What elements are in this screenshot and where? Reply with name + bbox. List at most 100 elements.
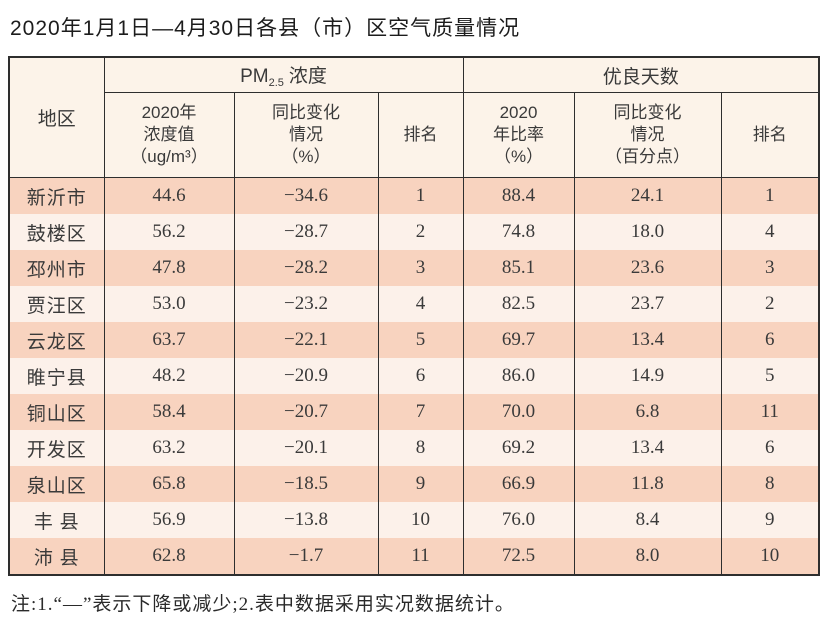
cell-good-change: 13.4 [573,430,722,466]
table-row: 丰 县 56.9 −13.8 10 76.0 8.4 9 [8,502,820,538]
page-title: 2020年1月1日—4月30日各县（市）区空气质量情况 [10,17,521,40]
cell-good-rank: 3 [720,250,820,286]
cell-good-ratio: 86.0 [462,358,575,394]
cell-pm-value: 63.2 [103,430,235,466]
cell-good-ratio: 66.9 [462,466,575,502]
cell-pm-value: 53.0 [103,286,235,322]
cell-good-change: 24.1 [573,177,722,214]
cell-good-rank: 2 [720,286,820,322]
cell-good-ratio: 82.5 [462,286,575,322]
cell-pm-rank: 8 [377,430,464,466]
cell-good-ratio: 72.5 [462,538,575,575]
cell-region: 睢宁县 [8,358,105,394]
cell-good-change: 11.8 [573,466,722,502]
cell-good-rank: 9 [720,502,820,538]
cell-pm-value: 56.9 [103,502,235,538]
header-region: 地区 [8,57,105,178]
cell-pm-rank: 11 [377,538,464,575]
cell-good-change: 8.4 [573,502,722,538]
pm-subscript: 2.5 [268,77,284,89]
cell-pm-change: −20.7 [233,394,379,430]
table-row: 开发区 63.2 −20.1 8 69.2 13.4 6 [8,430,820,466]
cell-good-rank: 11 [720,394,820,430]
cell-pm-rank: 4 [377,286,464,322]
cell-pm-rank: 7 [377,394,464,430]
cell-pm-change: −13.8 [233,502,379,538]
cell-pm-value: 58.4 [103,394,235,430]
table-row: 新沂市 44.6 −34.6 1 88.4 24.1 1 [8,177,820,214]
cell-pm-change: −28.2 [233,250,379,286]
table-row: 沛 县 62.8 −1.7 11 72.5 8.0 10 [8,538,820,575]
header-pm-change: 同比变化 情况 （%） [233,92,379,178]
cell-pm-value: 47.8 [103,250,235,286]
cell-good-rank: 10 [720,538,820,575]
cell-pm-value: 62.8 [103,538,235,575]
table-row: 泉山区 65.8 −18.5 9 66.9 11.8 8 [8,466,820,502]
header-group-row: 地区 PM2.5 浓度 优良天数 [8,57,820,178]
table-row: 睢宁县 48.2 −20.9 6 86.0 14.9 5 [8,358,820,394]
cell-good-rank: 5 [720,358,820,394]
cell-good-change: 18.0 [573,214,722,250]
cell-pm-change: −28.7 [233,214,379,250]
cell-pm-change: −23.2 [233,286,379,322]
cell-pm-rank: 1 [377,177,464,214]
cell-pm-value: 63.7 [103,322,235,358]
cell-pm-rank: 5 [377,322,464,358]
table-row: 贾汪区 53.0 −23.2 4 82.5 23.7 2 [8,286,820,322]
header-good-change: 同比变化 情况 （百分点） [573,92,722,178]
cell-good-rank: 4 [720,214,820,250]
table-row: 鼓楼区 56.2 −28.7 2 74.8 18.0 4 [8,214,820,250]
cell-region: 云龙区 [8,322,105,358]
cell-pm-change: −34.6 [233,177,379,214]
cell-pm-change: −1.7 [233,538,379,575]
pm-label: 浓度 [288,66,327,87]
cell-pm-change: −20.1 [233,430,379,466]
header-good-rank: 排名 [720,92,820,178]
cell-region: 铜山区 [8,394,105,430]
cell-good-ratio: 70.0 [462,394,575,430]
cell-region: 丰 县 [8,502,105,538]
air-quality-table: 地区 PM2.5 浓度 优良天数 2020年 浓度值 （ug/m³） 同比变化 情… [8,56,821,576]
cell-pm-value: 65.8 [103,466,235,502]
cell-pm-value: 44.6 [103,177,235,214]
cell-good-rank: 1 [720,177,820,214]
cell-pm-rank: 3 [377,250,464,286]
cell-region: 邳州市 [8,250,105,286]
header-pm-value: 2020年 浓度值 （ug/m³） [103,92,235,178]
cell-good-change: 23.6 [573,250,722,286]
header-sub-row: 2020年 浓度值 （ug/m³） 同比变化 情况 （%） 排名 2020 年比… [9,92,820,178]
cell-good-change: 8.0 [573,538,722,575]
cell-pm-change: −18.5 [233,466,379,502]
cell-good-ratio: 69.2 [462,430,575,466]
cell-good-change: 6.8 [573,394,722,430]
header-pm-rank: 排名 [377,92,464,178]
cell-pm-rank: 6 [377,358,464,394]
cell-good-rank: 6 [720,322,820,358]
cell-region: 贾汪区 [8,286,105,322]
cell-good-change: 14.9 [573,358,722,394]
cell-region: 开发区 [8,430,105,466]
cell-good-rank: 8 [720,466,820,502]
cell-pm-value: 48.2 [103,358,235,394]
cell-pm-change: −20.9 [233,358,379,394]
cell-region: 泉山区 [8,466,105,502]
table-row: 云龙区 63.7 −22.1 5 69.7 13.4 6 [8,322,820,358]
cell-region: 沛 县 [8,538,105,575]
cell-good-rank: 6 [720,430,820,466]
cell-good-ratio: 85.1 [462,250,575,286]
footnote: 注:1.“—”表示下降或减少;2.表中数据采用实况数据统计。 [11,594,515,615]
table-row: 铜山区 58.4 −20.7 7 70.0 6.8 11 [8,394,820,430]
cell-pm-rank: 2 [377,214,464,250]
header-good-days-group: 优良天数 [462,57,820,93]
cell-region: 鼓楼区 [8,214,105,250]
pm-prefix: PM [240,66,269,87]
cell-good-change: 13.4 [573,322,722,358]
header-pm-group: PM2.5 浓度 [103,57,464,93]
cell-region: 新沂市 [8,177,105,214]
cell-good-ratio: 88.4 [462,177,575,214]
cell-good-change: 23.7 [573,286,722,322]
cell-pm-rank: 9 [377,466,464,502]
cell-good-ratio: 76.0 [462,502,575,538]
cell-pm-value: 56.2 [103,214,235,250]
